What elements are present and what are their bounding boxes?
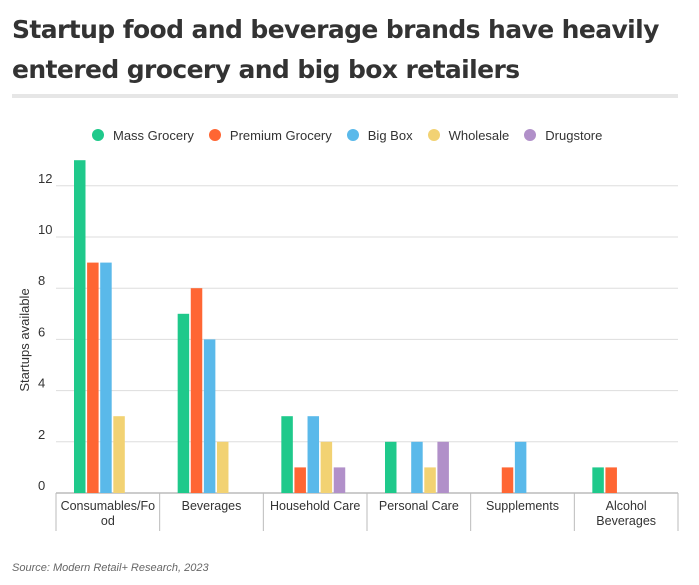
x-tick-label: Supplements bbox=[486, 499, 559, 513]
title-divider bbox=[12, 94, 678, 98]
bar-premium-grocery-consumables-fo-od bbox=[87, 262, 99, 493]
y-tick-label: 0 bbox=[38, 478, 45, 493]
legend-swatch bbox=[524, 129, 537, 141]
legend-swatch bbox=[208, 129, 221, 141]
source-note: Source: Modern Retail+ Research, 2023 bbox=[12, 562, 209, 574]
legend-item-wholesale: Wholesale bbox=[427, 127, 510, 143]
bar-big-box-household-care bbox=[307, 416, 320, 493]
y-tick-label: 12 bbox=[38, 171, 52, 186]
y-tick-label: 10 bbox=[38, 222, 52, 237]
bar-premium-grocery-supplements bbox=[501, 467, 514, 493]
legend-label: Premium Grocery bbox=[229, 127, 332, 143]
bar-big-box-consumables-fo-od bbox=[100, 262, 112, 493]
bar-premium-grocery-household-care bbox=[294, 467, 306, 493]
chart-legend: Mass Grocery Premium Grocery Big Box Wholes… bbox=[92, 124, 617, 146]
x-tick-label: Beverages bbox=[182, 499, 242, 513]
bar-wholesale-beverages bbox=[216, 441, 229, 493]
legend-swatch bbox=[346, 129, 359, 141]
bar-mass-grocery-consumables-fo-od bbox=[74, 160, 86, 493]
bar-wholesale-personal-care bbox=[424, 467, 436, 493]
legend-label: Wholesale bbox=[448, 127, 510, 143]
bar-drugstore-personal-care bbox=[437, 441, 449, 493]
legend-item-drugstore: Drugstore bbox=[524, 128, 602, 143]
legend-label: Drugstore bbox=[545, 127, 603, 143]
bar-mass-grocery-alcohol-beverages bbox=[592, 467, 604, 493]
bar-mass-grocery-household-care bbox=[281, 416, 293, 493]
bar-drugstore-household-care bbox=[333, 467, 346, 493]
bar-mass-grocery-beverages bbox=[177, 313, 190, 493]
bar-premium-grocery-beverages bbox=[190, 288, 203, 493]
legend-swatch bbox=[427, 129, 440, 141]
x-tick-label: Personal Care bbox=[379, 499, 459, 513]
bar-premium-grocery-alcohol-beverages bbox=[605, 467, 617, 493]
x-tick-label: Consumables/Fo od bbox=[61, 499, 156, 528]
bar-wholesale-consumables-fo-od bbox=[113, 416, 125, 493]
y-tick-label: 2 bbox=[38, 427, 45, 442]
x-tick-label: Household Care bbox=[270, 499, 360, 513]
bar-big-box-beverages bbox=[203, 339, 216, 493]
legend-label: Mass Grocery bbox=[113, 127, 194, 143]
x-tick-label: Alcohol Beverages bbox=[596, 499, 656, 528]
y-tick-label: 6 bbox=[38, 324, 45, 339]
legend-item-big-box: Big Box bbox=[346, 127, 413, 143]
chart-title: Startup food and beverage brands have he… bbox=[12, 15, 659, 84]
bar-mass-grocery-personal-care bbox=[385, 441, 397, 493]
bar-big-box-personal-care bbox=[411, 441, 423, 493]
y-tick-label: 4 bbox=[38, 376, 45, 391]
legend-swatch bbox=[92, 129, 104, 141]
bar-wholesale-household-care bbox=[320, 441, 333, 493]
legend-item-mass-grocery: Mass Grocery bbox=[92, 128, 194, 143]
y-tick-label: 8 bbox=[38, 273, 45, 288]
bar-big-box-supplements bbox=[514, 441, 527, 493]
legend-label: Big Box bbox=[367, 127, 413, 143]
y-axis-label: Startups available bbox=[17, 288, 32, 391]
legend-item-premium-grocery: Premium Grocery bbox=[208, 127, 332, 143]
